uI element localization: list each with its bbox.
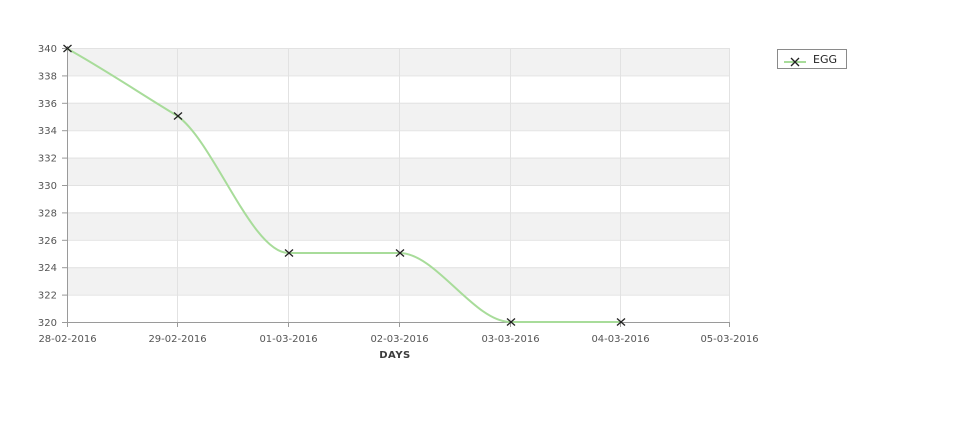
band-white-1 bbox=[67, 130, 730, 158]
data-point-marker bbox=[506, 318, 516, 326]
data-point-marker bbox=[616, 318, 626, 326]
band-gray-4 bbox=[67, 267, 730, 295]
data-point-marker bbox=[173, 112, 183, 120]
x-tick-label: 03-03-2016 bbox=[481, 334, 539, 345]
y-tick-label: 330 bbox=[38, 181, 57, 192]
y-tick-label: 324 bbox=[38, 263, 57, 274]
data-point-marker bbox=[284, 249, 294, 257]
x-tick-label: 02-03-2016 bbox=[370, 334, 428, 345]
band-white-4 bbox=[67, 294, 730, 322]
legend-item-label: EGG bbox=[813, 52, 837, 66]
band-white-2 bbox=[67, 185, 730, 213]
y-tick-label: 328 bbox=[38, 208, 57, 219]
y-axis-tick-labels: 320 322 324 326 328 330 332 334 336 338 … bbox=[38, 44, 57, 329]
y-tick-label: 332 bbox=[38, 154, 57, 165]
x-tick-label: 01-03-2016 bbox=[259, 334, 317, 345]
x-axis-title: DAYS bbox=[379, 350, 411, 361]
y-axis-title: RATES bbox=[0, 190, 42, 206]
data-point-marker bbox=[63, 44, 72, 53]
x-marker-icon bbox=[784, 53, 806, 67]
vertical-gridlines bbox=[177, 48, 730, 322]
band-gray-2 bbox=[67, 157, 730, 185]
chart-legend[interactable]: EGG bbox=[777, 49, 847, 69]
band-gray-3 bbox=[67, 212, 730, 240]
series-line-egg bbox=[66, 47, 622, 323]
y-tick-label: 320 bbox=[38, 318, 57, 329]
series-markers-egg bbox=[63, 44, 626, 326]
x-tick-label: 28-02-2016 bbox=[38, 334, 96, 345]
band-gray-1 bbox=[67, 102, 730, 131]
band-gray-0 bbox=[67, 48, 730, 76]
y-tick-label: 338 bbox=[38, 71, 57, 82]
x-axis-tick-labels: 28-02-2016 29-02-2016 01-03-2016 02-03-2… bbox=[38, 334, 758, 345]
x-tick-label: 29-02-2016 bbox=[148, 334, 206, 345]
y-tick-label: 340 bbox=[38, 44, 57, 55]
y-tick-label: 336 bbox=[38, 99, 57, 110]
y-tick-label: 322 bbox=[38, 291, 57, 302]
y-tick-label: 334 bbox=[38, 126, 57, 137]
x-tick-label: 05-03-2016 bbox=[700, 334, 758, 345]
band-white-0 bbox=[67, 75, 730, 103]
data-point-marker bbox=[395, 249, 405, 257]
x-tick-label: 04-03-2016 bbox=[591, 334, 649, 345]
y-tick-label: 326 bbox=[38, 236, 57, 247]
y-axis-ticks bbox=[62, 48, 67, 323]
